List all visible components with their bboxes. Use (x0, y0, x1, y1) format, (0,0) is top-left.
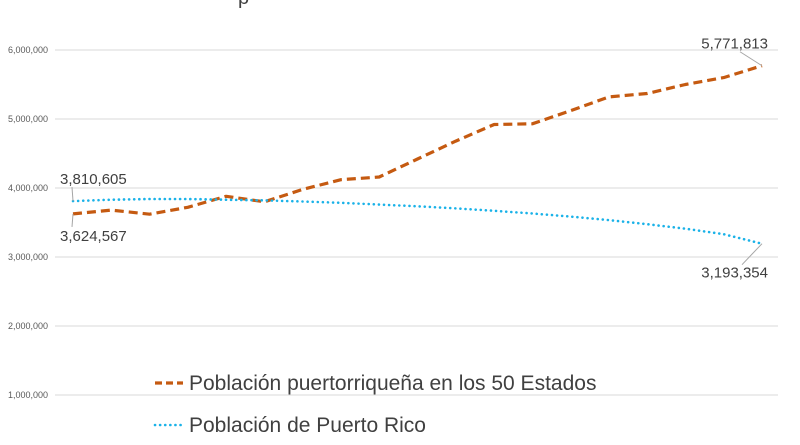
data-label: 5,771,813 (701, 36, 768, 53)
legend: Población puertorriqueña en los 50 Estad… (153, 372, 596, 437)
y-tick-label: 4,000,000 (8, 183, 48, 193)
y-tick-label: 1,000,000 (8, 390, 48, 400)
data-labels: 3,624,567 5,771,813 3,810,605 3,193,354 (60, 36, 768, 282)
data-label-leader (741, 243, 763, 266)
series-line-1 (71, 197, 764, 245)
data-label-leader (739, 51, 763, 67)
series-line-0 (72, 64, 763, 216)
data-label-leader (71, 213, 74, 227)
chart-title-fragment: p (238, 0, 249, 9)
y-axis-tick-labels: 1,000,000 2,000,000 3,000,000 4,000,000 5,00… (8, 45, 48, 400)
data-label: 3,810,605 (60, 171, 127, 188)
data-label: 3,193,354 (701, 265, 768, 282)
legend-label-0: Población puertorriqueña en los 50 Estad… (189, 372, 596, 395)
legend-label-1: Población de Puerto Rico (189, 414, 426, 437)
gridlines (55, 49, 778, 396)
y-tick-label: 5,000,000 (8, 114, 48, 124)
y-tick-label: 3,000,000 (8, 252, 48, 262)
data-label-leader (71, 187, 74, 202)
y-tick-label: 6,000,000 (8, 45, 48, 55)
series-lines (71, 64, 764, 245)
data-label: 3,624,567 (60, 228, 127, 245)
y-tick-label: 2,000,000 (8, 321, 48, 331)
